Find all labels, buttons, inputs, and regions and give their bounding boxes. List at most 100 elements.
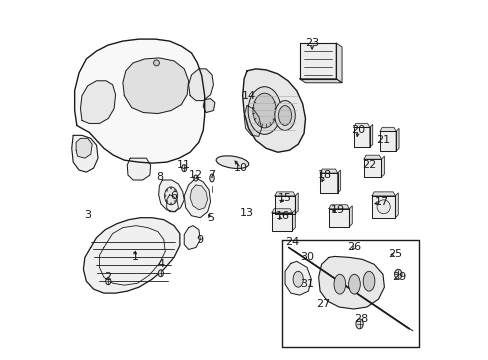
Text: 22: 22 bbox=[361, 160, 375, 170]
Text: 17: 17 bbox=[374, 197, 388, 207]
Polygon shape bbox=[244, 105, 261, 136]
Polygon shape bbox=[395, 129, 398, 151]
Ellipse shape bbox=[170, 203, 171, 205]
Text: 11: 11 bbox=[177, 160, 191, 170]
Polygon shape bbox=[328, 205, 348, 209]
Ellipse shape bbox=[166, 201, 167, 202]
Ellipse shape bbox=[164, 187, 177, 205]
Text: 9: 9 bbox=[196, 234, 203, 244]
Polygon shape bbox=[363, 159, 381, 177]
Polygon shape bbox=[81, 81, 115, 123]
Polygon shape bbox=[274, 192, 295, 196]
Polygon shape bbox=[271, 209, 292, 213]
Polygon shape bbox=[299, 43, 335, 79]
Text: 3: 3 bbox=[84, 210, 91, 220]
Text: 27: 27 bbox=[315, 299, 329, 309]
Polygon shape bbox=[379, 131, 395, 151]
Polygon shape bbox=[242, 69, 305, 152]
Polygon shape bbox=[158, 180, 184, 212]
Polygon shape bbox=[335, 43, 341, 83]
Ellipse shape bbox=[216, 156, 248, 168]
Polygon shape bbox=[292, 210, 295, 231]
Ellipse shape bbox=[174, 201, 176, 202]
Polygon shape bbox=[295, 193, 298, 214]
Polygon shape bbox=[394, 193, 397, 218]
Ellipse shape bbox=[153, 60, 159, 66]
Ellipse shape bbox=[166, 189, 167, 191]
Text: 10: 10 bbox=[234, 163, 248, 173]
Ellipse shape bbox=[252, 93, 276, 128]
Polygon shape bbox=[184, 178, 210, 218]
Text: 18: 18 bbox=[318, 170, 332, 180]
Polygon shape bbox=[353, 127, 369, 147]
Polygon shape bbox=[337, 170, 340, 193]
Text: 2: 2 bbox=[104, 272, 111, 282]
Polygon shape bbox=[379, 127, 395, 131]
Ellipse shape bbox=[209, 174, 214, 182]
Polygon shape bbox=[371, 196, 394, 218]
Polygon shape bbox=[353, 123, 369, 127]
Polygon shape bbox=[320, 169, 337, 173]
Text: 7: 7 bbox=[208, 170, 215, 180]
Polygon shape bbox=[369, 125, 372, 147]
Ellipse shape bbox=[333, 274, 345, 294]
Ellipse shape bbox=[164, 195, 165, 197]
Ellipse shape bbox=[193, 175, 198, 181]
Ellipse shape bbox=[278, 105, 291, 125]
Ellipse shape bbox=[292, 271, 303, 287]
Ellipse shape bbox=[376, 200, 389, 214]
Polygon shape bbox=[363, 155, 381, 159]
Ellipse shape bbox=[363, 271, 374, 291]
Text: 13: 13 bbox=[240, 208, 254, 218]
Ellipse shape bbox=[174, 189, 176, 191]
Text: 31: 31 bbox=[299, 279, 313, 289]
Text: 24: 24 bbox=[285, 237, 299, 247]
Polygon shape bbox=[274, 196, 295, 214]
Polygon shape bbox=[320, 173, 337, 193]
Polygon shape bbox=[371, 192, 394, 196]
Text: 12: 12 bbox=[188, 170, 203, 180]
Polygon shape bbox=[328, 209, 348, 227]
Text: 6: 6 bbox=[170, 191, 177, 201]
Text: 1: 1 bbox=[132, 252, 139, 262]
Ellipse shape bbox=[274, 100, 295, 130]
Text: 21: 21 bbox=[376, 135, 390, 145]
Text: 4: 4 bbox=[157, 259, 164, 269]
Polygon shape bbox=[190, 185, 207, 210]
Ellipse shape bbox=[247, 87, 281, 134]
Text: 15: 15 bbox=[278, 193, 291, 203]
Polygon shape bbox=[83, 218, 180, 293]
Text: 5: 5 bbox=[206, 213, 214, 223]
Text: 8: 8 bbox=[156, 172, 163, 182]
Ellipse shape bbox=[394, 269, 401, 279]
Polygon shape bbox=[318, 256, 384, 309]
Ellipse shape bbox=[170, 187, 171, 189]
Text: 26: 26 bbox=[346, 243, 361, 252]
Ellipse shape bbox=[158, 270, 163, 277]
Polygon shape bbox=[203, 99, 214, 113]
Text: 30: 30 bbox=[299, 252, 313, 262]
Ellipse shape bbox=[182, 165, 186, 172]
Polygon shape bbox=[122, 58, 188, 113]
Polygon shape bbox=[285, 261, 311, 295]
Polygon shape bbox=[348, 206, 351, 227]
Polygon shape bbox=[299, 79, 341, 83]
Ellipse shape bbox=[355, 319, 363, 329]
Text: 20: 20 bbox=[350, 125, 365, 135]
Polygon shape bbox=[381, 156, 384, 177]
Text: 23: 23 bbox=[305, 38, 319, 48]
Polygon shape bbox=[127, 158, 150, 180]
Polygon shape bbox=[76, 138, 92, 158]
Text: 25: 25 bbox=[387, 249, 402, 260]
Polygon shape bbox=[282, 239, 418, 347]
Ellipse shape bbox=[105, 278, 111, 285]
Text: 19: 19 bbox=[331, 205, 345, 215]
Text: 14: 14 bbox=[241, 91, 255, 101]
Text: 29: 29 bbox=[391, 272, 406, 282]
Ellipse shape bbox=[348, 274, 360, 294]
Polygon shape bbox=[271, 213, 292, 231]
Ellipse shape bbox=[176, 195, 177, 197]
Polygon shape bbox=[72, 135, 98, 172]
Polygon shape bbox=[184, 226, 200, 249]
Text: 16: 16 bbox=[275, 211, 289, 221]
